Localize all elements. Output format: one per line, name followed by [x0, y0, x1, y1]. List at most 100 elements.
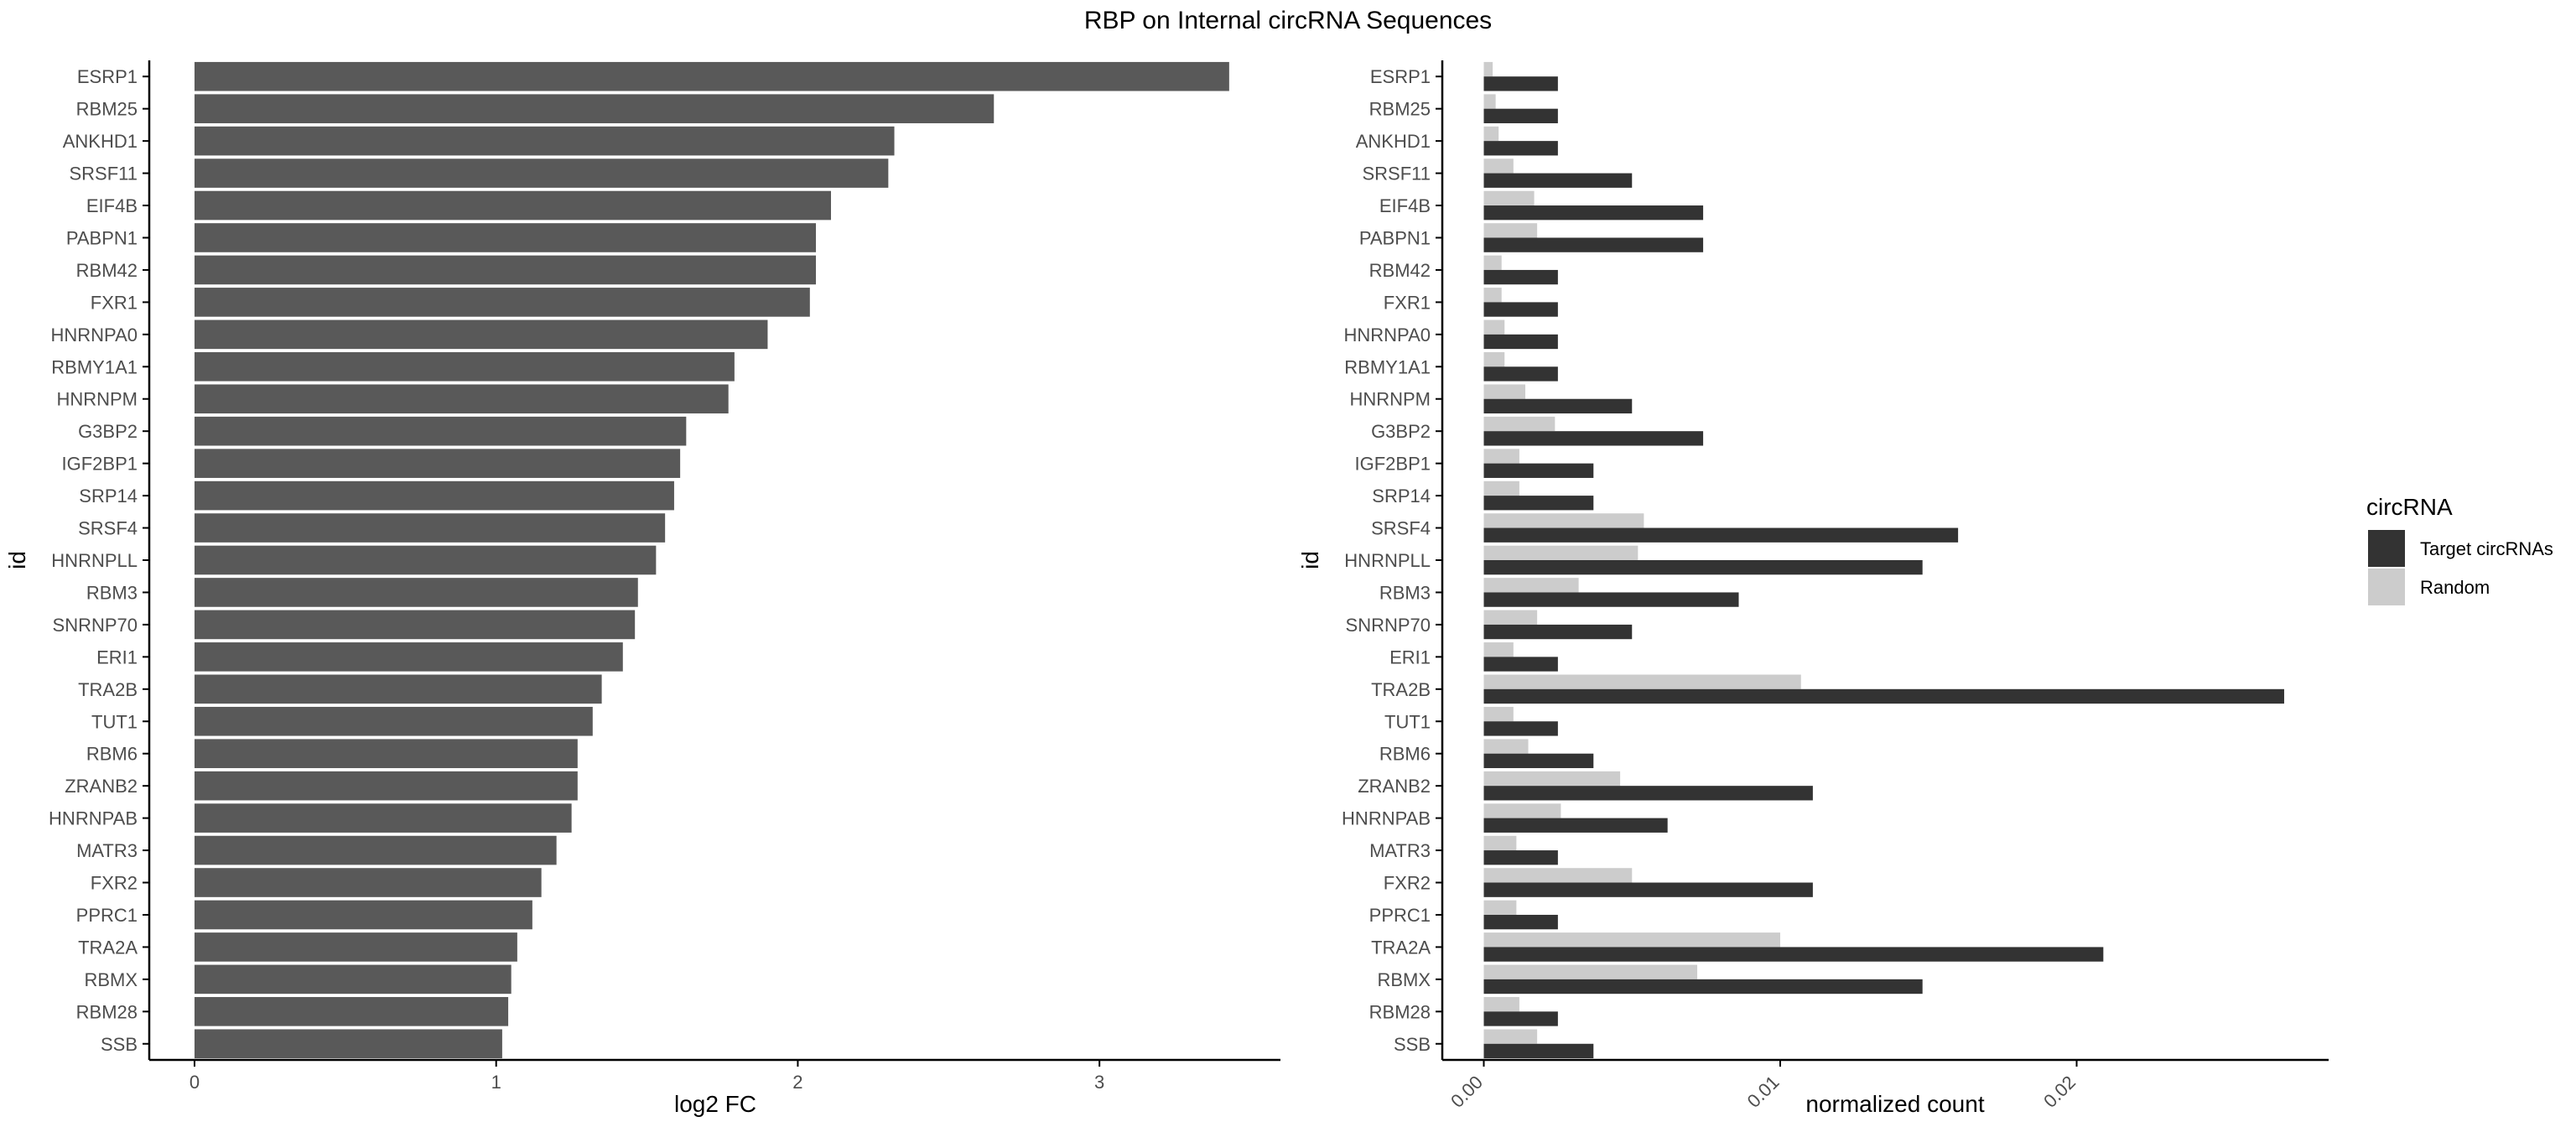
left-y-tick-label: SRSF11 — [69, 164, 138, 184]
right-y-tick-label: ANKHD1 — [1356, 131, 1431, 152]
left-y-tick-label: MATR3 — [76, 840, 138, 861]
bar-random — [1483, 868, 1633, 883]
right-y-tick-label: ERI1 — [1389, 647, 1431, 667]
bar-target — [1483, 818, 1668, 833]
left-y-tick-label: RBM6 — [86, 744, 138, 765]
bar-target — [1483, 1043, 1594, 1059]
bar-random — [1483, 61, 1493, 77]
bar-target — [1483, 592, 1739, 607]
right-y-tick-label: HNRNPA0 — [1343, 325, 1431, 345]
bar-random — [1483, 94, 1496, 109]
right-y-tick-label: RBMY1A1 — [1344, 356, 1431, 377]
left-y-tick-label: EIF4B — [86, 195, 138, 216]
right-y-tick-label: PPRC1 — [1369, 905, 1431, 926]
bar-log2fc — [194, 190, 831, 221]
bar-log2fc — [194, 610, 636, 640]
right-y-tick-label: PABPN1 — [1359, 227, 1431, 248]
bar-random — [1483, 674, 1801, 689]
bar-random — [1483, 319, 1505, 335]
bar-log2fc — [194, 674, 602, 704]
right-y-tick-label: SRP14 — [1372, 486, 1431, 506]
left-y-tick-label: SSB — [101, 1034, 138, 1055]
bar-random — [1483, 480, 1519, 496]
bar-target — [1483, 786, 1813, 801]
bar-random — [1483, 900, 1517, 915]
bar-log2fc — [194, 255, 817, 285]
right-y-tick-label: G3BP2 — [1371, 421, 1431, 442]
bar-log2fc — [194, 1029, 502, 1059]
right-y-tick-label: RBM3 — [1379, 582, 1431, 603]
bar-target — [1483, 205, 1704, 221]
right-y-tick-label: ESRP1 — [1370, 66, 1431, 87]
bar-log2fc — [194, 288, 810, 317]
right-y-tick-label: RBMX — [1377, 969, 1431, 990]
right-y-tick-label: MATR3 — [1369, 840, 1431, 861]
left-y-tick-label: SRSF4 — [78, 518, 138, 539]
bar-random — [1483, 158, 1514, 174]
legend-swatch-target — [2368, 530, 2405, 567]
bar-log2fc — [194, 223, 817, 252]
left-y-tick-label: RBM28 — [76, 1001, 138, 1022]
bar-random — [1483, 126, 1499, 142]
left-y-tick-label: SRP14 — [79, 486, 138, 506]
normalized-count-bar-chart: id normalized count ESRP1 RBM25 ANKHD1 SRSF… — [1297, 60, 2329, 1117]
left-x-axis-title: log2 FC — [674, 1091, 756, 1117]
bar-target — [1483, 721, 1558, 736]
bar-random — [1483, 255, 1502, 270]
bar-target — [1483, 850, 1558, 865]
left-x-tick-label: 3 — [1094, 1072, 1104, 1093]
left-y-tick-label: RBM3 — [86, 582, 138, 603]
bar-target — [1483, 947, 2104, 962]
left-x-tick-label: 1 — [491, 1072, 501, 1093]
bar-random — [1483, 190, 1535, 206]
bar-log2fc — [194, 545, 657, 575]
bar-random — [1483, 610, 1538, 625]
bar-log2fc — [194, 868, 542, 897]
bar-log2fc — [194, 384, 729, 414]
left-y-tick-label: RBMY1A1 — [51, 356, 138, 377]
legend: circRNA Target circRNAs Random — [2366, 494, 2553, 605]
bar-random — [1483, 351, 1505, 367]
bar-log2fc — [194, 739, 578, 769]
bar-log2fc — [194, 351, 735, 382]
left-y-tick-label: IGF2BP1 — [62, 454, 138, 475]
bar-target — [1483, 334, 1558, 350]
bar-log2fc — [194, 94, 995, 123]
right-y-tick-label: SRSF11 — [1362, 164, 1431, 184]
right-y-tick-label: SNRNP70 — [1346, 615, 1431, 636]
right-y-tick-label: TRA2B — [1371, 679, 1431, 700]
left-y-tick-label: PPRC1 — [76, 905, 138, 926]
right-x-tick-label: 0.00 — [1446, 1072, 1487, 1112]
bar-target — [1483, 431, 1704, 446]
right-y-tick-label: FXR2 — [1384, 873, 1431, 894]
bar-target — [1483, 527, 1959, 543]
bar-target — [1483, 269, 1558, 285]
bar-target — [1483, 753, 1594, 769]
bar-random — [1483, 964, 1698, 979]
bar-random — [1483, 223, 1538, 238]
right-y-tick-label: HNRNPM — [1349, 389, 1431, 410]
bar-random — [1483, 803, 1561, 818]
right-y-tick-label: RBM42 — [1369, 260, 1431, 281]
bar-target — [1483, 463, 1594, 478]
legend-title: circRNA — [2366, 494, 2453, 520]
left-y-tick-label: FXR2 — [91, 873, 138, 894]
bar-target — [1483, 624, 1633, 640]
bar-log2fc — [194, 771, 578, 801]
left-y-tick-label: RBMX — [84, 969, 138, 990]
left-y-tick-label: G3BP2 — [78, 421, 138, 442]
bar-log2fc — [194, 61, 1229, 91]
bar-random — [1483, 545, 1639, 560]
left-y-tick-label: ZRANB2 — [65, 776, 138, 797]
right-y-tick-label: HNRNPLL — [1344, 550, 1431, 571]
right-y-tick-label: SSB — [1394, 1034, 1431, 1055]
left-y-tick-label: TUT1 — [91, 711, 138, 732]
bar-target — [1483, 366, 1558, 382]
bar-target — [1483, 173, 1633, 188]
bar-log2fc — [194, 964, 512, 995]
right-y-tick-label: EIF4B — [1379, 195, 1431, 216]
left-y-tick-label: ESRP1 — [77, 66, 138, 87]
bar-log2fc — [194, 480, 674, 511]
bar-log2fc — [194, 706, 593, 736]
